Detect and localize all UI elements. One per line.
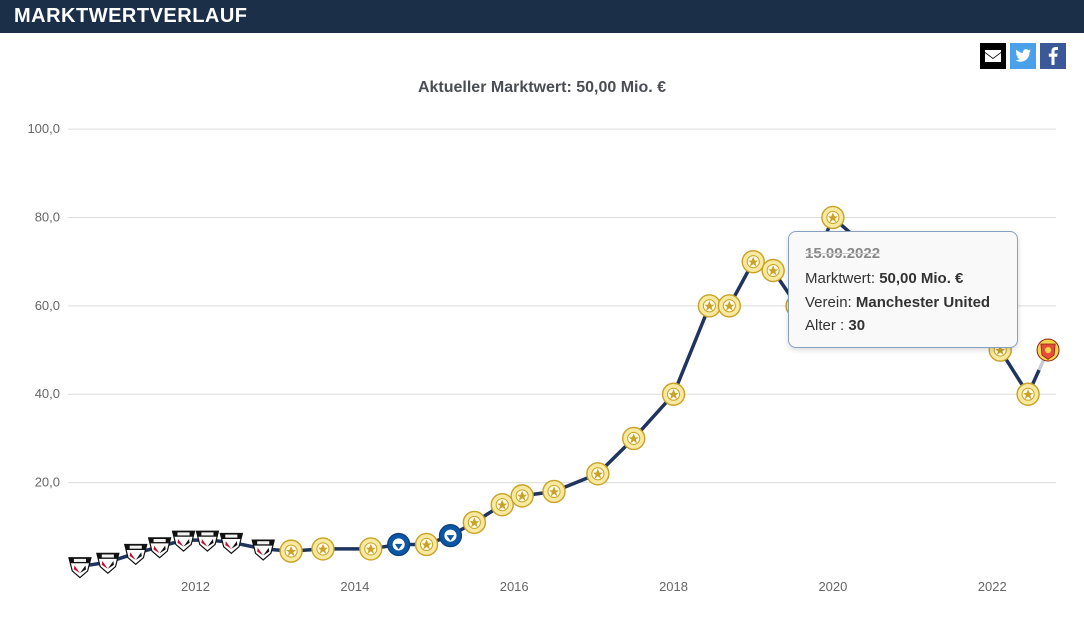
share-email-button[interactable] <box>980 43 1006 69</box>
tooltip-date: 15.09.2022 <box>805 242 880 265</box>
tooltip-club-label: Verein: <box>805 294 852 311</box>
data-point[interactable] <box>663 383 685 405</box>
share-facebook-button[interactable] <box>1040 43 1066 69</box>
svg-text:2022: 2022 <box>978 579 1007 594</box>
data-point[interactable] <box>360 538 382 560</box>
data-point[interactable] <box>718 295 740 317</box>
tooltip-value: 50,00 Mio. € <box>879 270 963 287</box>
data-point[interactable] <box>463 511 485 533</box>
data-point[interactable] <box>173 531 195 551</box>
tooltip-age: 30 <box>848 317 865 334</box>
twitter-icon <box>1015 49 1031 63</box>
data-point[interactable] <box>822 206 844 228</box>
data-point[interactable] <box>280 540 302 562</box>
svg-text:2012: 2012 <box>181 579 210 594</box>
data-point[interactable] <box>511 485 533 507</box>
data-point[interactable] <box>762 260 784 282</box>
data-point[interactable] <box>252 540 274 560</box>
tooltip-club: Manchester United <box>856 294 990 311</box>
data-point[interactable] <box>312 538 334 560</box>
data-point[interactable] <box>149 538 171 558</box>
data-point[interactable] <box>698 295 720 317</box>
svg-text:100,0: 100,0 <box>27 121 60 136</box>
svg-text:80,0: 80,0 <box>35 209 60 224</box>
data-point[interactable] <box>491 494 513 516</box>
tooltip: 15.09.2022 Marktwert: 50,00 Mio. € Verei… <box>788 231 1018 348</box>
svg-text:40,0: 40,0 <box>35 386 60 401</box>
data-point[interactable] <box>196 531 218 551</box>
data-point[interactable] <box>543 480 565 502</box>
market-value-chart[interactable]: 20,0 40,0 60,0 80,0 100,0 2012 2014 2016 2018 202… <box>18 101 1066 601</box>
tooltip-value-label: Marktwert: <box>805 270 875 287</box>
data-point[interactable] <box>97 553 119 573</box>
data-point[interactable] <box>623 427 645 449</box>
chart-container: 20,0 40,0 60,0 80,0 100,0 2012 2014 2016 2018 202… <box>18 101 1066 601</box>
section-header: MARKTWERTVERLAUF <box>0 0 1084 33</box>
share-row <box>0 33 1084 73</box>
facebook-icon <box>1048 47 1058 65</box>
svg-text:60,0: 60,0 <box>35 298 60 313</box>
data-point[interactable] <box>69 558 91 578</box>
svg-text:20,0: 20,0 <box>35 475 60 490</box>
email-icon <box>985 50 1001 62</box>
data-point[interactable] <box>587 463 609 485</box>
svg-text:2016: 2016 <box>500 579 529 594</box>
data-point[interactable] <box>388 533 410 555</box>
data-point[interactable] <box>125 545 147 565</box>
tooltip-age-label: Alter : <box>805 317 844 334</box>
data-point[interactable] <box>220 533 242 553</box>
section-title: MARKTWERTVERLAUF <box>14 5 248 27</box>
data-point[interactable] <box>1017 383 1039 405</box>
svg-text:2018: 2018 <box>659 579 688 594</box>
chart-title: Aktueller Marktwert: 50,00 Mio. € <box>0 73 1084 101</box>
data-point[interactable] <box>439 525 461 547</box>
data-point[interactable] <box>742 251 764 273</box>
svg-text:2020: 2020 <box>818 579 847 594</box>
data-point[interactable] <box>1037 339 1059 361</box>
data-point[interactable] <box>416 533 438 555</box>
share-twitter-button[interactable] <box>1010 43 1036 69</box>
svg-text:2014: 2014 <box>340 579 369 594</box>
